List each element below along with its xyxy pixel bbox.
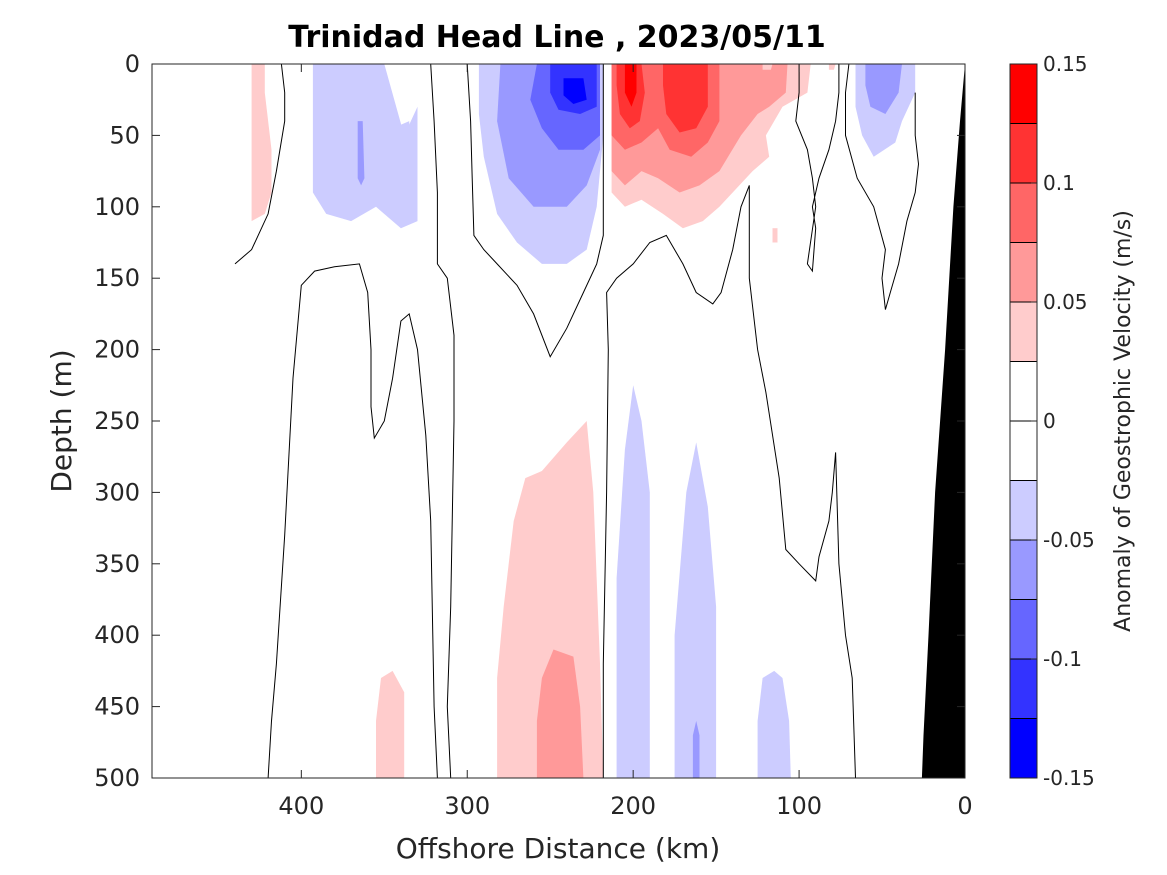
negative-region-238km-max [563,78,587,104]
y-tick-label: 0 [125,50,140,78]
positive-region-120km-small [762,64,773,70]
colorbar-swatch [1010,421,1037,481]
x-axis: 400 300 200 100 0 [278,64,973,820]
positive-region-115km-dot [772,228,778,243]
positive-region-203km-max [624,64,637,107]
y-tick-label: 150 [94,264,140,292]
colorbar-swatch [1010,659,1037,719]
zero-contour-320km-surface [430,64,455,778]
zero-contour-60km-upper [845,64,920,310]
positive-region-340km-deep [376,670,405,778]
y-tick-label: 50 [109,121,140,149]
velocity-regions [251,64,916,778]
colorbar-title: Anomaly of Geostrophic Velocity (m/s) [1111,210,1136,632]
y-tick-label: 200 [94,336,140,364]
positive-region-82km-tiny [828,64,836,70]
colorbar-swatch [1010,599,1037,660]
negative-region-200km-deep [616,385,650,778]
positive-region-170km-core [663,64,708,133]
colorbar-tick-label: -0.15 [1043,766,1095,790]
bathymetry-layer [921,64,965,778]
y-axis: 0 50 100 150 200 250 300 350 400 450 500 [94,50,965,792]
colorbar-swatch [1010,242,1037,303]
zero-contour-100km-upper [795,64,840,273]
colorbar-tick-label: 0.15 [1043,52,1088,76]
colorbar-swatch [1010,361,1037,422]
colorbar-swatch [1010,480,1037,541]
zero-contours [234,64,920,778]
colorbar-swatch [1010,183,1037,243]
y-tick-label: 100 [94,193,140,221]
negative-region-365km-core [357,121,365,186]
colorbar-swatch [1010,123,1037,184]
x-tick-label: 300 [444,792,490,820]
y-tick-label: 350 [94,550,140,578]
colorbar-tick-label: 0.1 [1043,171,1075,195]
x-tick-label: 400 [278,792,324,820]
zero-contour-290km-trough [466,64,604,358]
colorbar-tick-label: 0 [1043,409,1056,433]
zero-contour-left-deep [267,263,438,778]
negative-region-163km-deep-core [692,720,700,778]
y-tick-label: 500 [94,764,140,792]
y-axis-title: Depth (m) [45,349,78,492]
zero-contour-215km-deep [602,185,856,778]
y-tick-label: 300 [94,478,140,506]
chart-title: Trinidad Head Line , 2023/05/11 [288,20,825,55]
x-tick-label: 100 [776,792,822,820]
positive-region-245km-deep-core [536,649,584,778]
y-tick-label: 250 [94,407,140,435]
y-tick-label: 450 [94,693,140,721]
zero-contour-left-surface [234,64,286,265]
x-axis-title: Offshore Distance (km) [396,832,721,865]
x-tick-label: 0 [957,792,972,820]
negative-region-115km-deep [757,670,791,778]
negative-region-55km-core [865,64,902,114]
colorbar-tick-label: -0.1 [1043,647,1082,671]
y-tick-label: 400 [94,621,140,649]
plot-area [152,64,965,778]
colorbar-tick-label: 0.05 [1043,290,1088,314]
positive-region-430km-surface [251,64,272,222]
bathymetry-fill [921,64,965,778]
colorbar-tick-label: -0.05 [1043,528,1095,552]
colorbar-swatch [1010,64,1037,124]
negative-region-165km-deep [674,442,717,778]
colorbar-swatch [1010,718,1037,779]
colorbar-swatch [1010,302,1037,362]
colorbar-swatch [1010,540,1037,600]
colorbar: 0.15 0.1 0.05 0 -0.05 -0.1 -0.15 [1009,52,1095,790]
x-tick-label: 200 [610,792,656,820]
